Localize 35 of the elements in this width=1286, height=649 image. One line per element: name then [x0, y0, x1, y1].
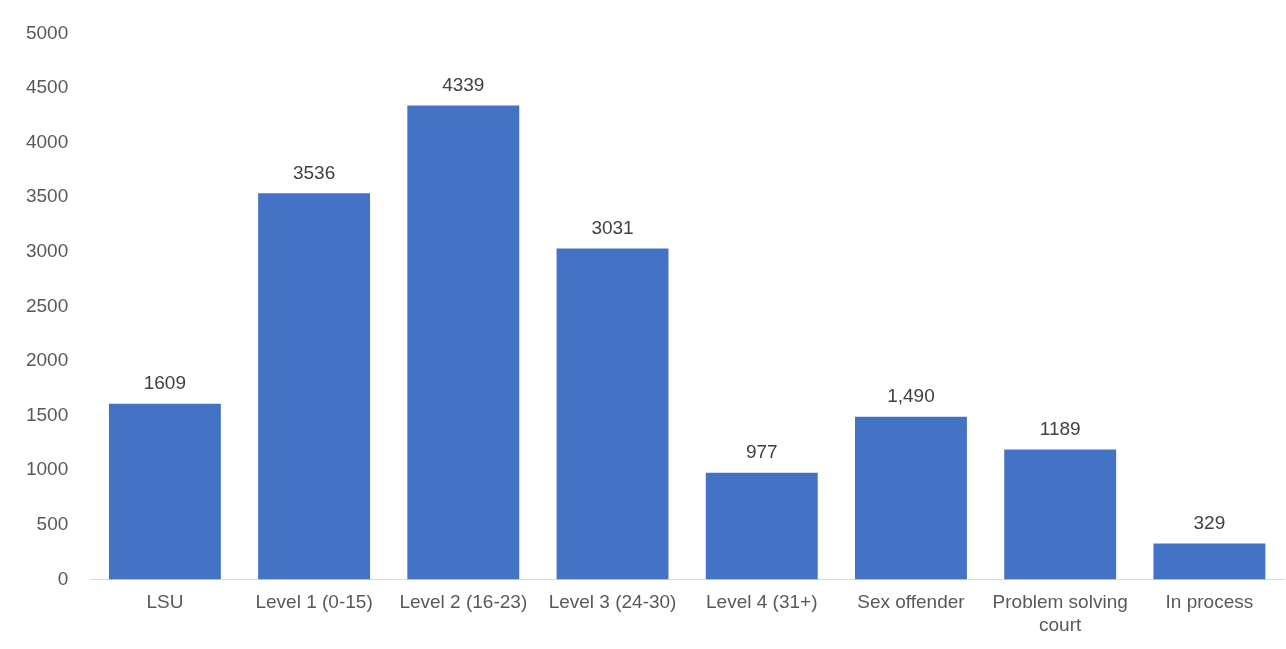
data-label: 1189 — [1039, 418, 1081, 440]
bar — [258, 193, 371, 580]
bar — [108, 403, 221, 580]
y-tick-label: 5000 — [25, 21, 69, 43]
y-tick-label: 2000 — [25, 349, 69, 371]
bar — [1004, 449, 1117, 580]
data-label: 1609 — [143, 372, 187, 394]
y-tick-label: 0 — [57, 567, 69, 589]
y-tick-label: 2500 — [25, 294, 69, 316]
bar — [556, 248, 669, 580]
data-label: 3536 — [292, 162, 336, 183]
y-tick-label: 500 — [36, 513, 69, 535]
x-tick-label: Level 3 (24-30) — [548, 591, 677, 613]
x-tick-label: In process — [1165, 591, 1254, 613]
y-tick-label: 3500 — [25, 185, 69, 207]
x-tick-label: Level 4 (31+) — [706, 591, 818, 613]
y-tick-label: 1000 — [25, 458, 69, 480]
bar — [1153, 543, 1266, 580]
y-tick-label: 4000 — [25, 130, 69, 152]
data-label: 3031 — [591, 217, 634, 239]
bar — [855, 416, 967, 580]
data-label: 977 — [745, 441, 778, 463]
x-tick-label: Sex offender — [857, 591, 966, 613]
x-tick-label: Problem solving court — [992, 591, 1128, 635]
y-tick-label: 3000 — [25, 240, 69, 262]
data-label: 1,490 — [887, 385, 935, 407]
x-tick-label: LSU — [146, 591, 184, 613]
data-label: 329 — [1193, 512, 1226, 534]
y-tick-label: 4500 — [25, 76, 69, 98]
x-tick-label: Level 1 (0-15) — [255, 591, 373, 613]
bar — [407, 105, 520, 580]
data-label: 4339 — [442, 74, 485, 96]
x-tick-label: Level 2 (16-23) — [399, 591, 528, 613]
bar — [705, 472, 818, 580]
y-tick-label: 1500 — [25, 403, 69, 425]
